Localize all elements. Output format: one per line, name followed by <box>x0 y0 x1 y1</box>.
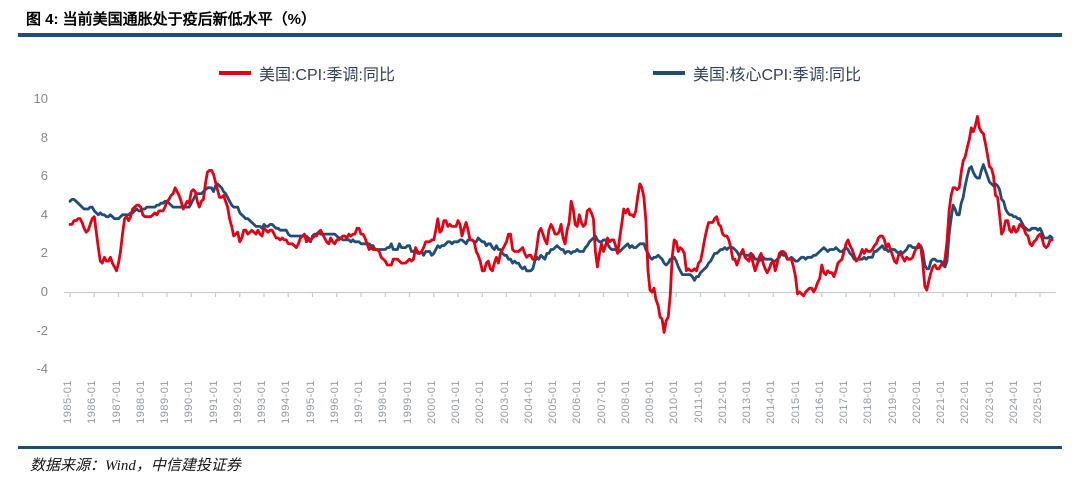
x-axis-tick-label: 1991-01 <box>207 380 220 424</box>
x-axis-tick-label: 2018-01 <box>862 380 875 424</box>
x-axis-tick-label: 1994-01 <box>280 380 293 424</box>
x-axis-tick-label: 2001-01 <box>450 380 462 424</box>
x-axis-tick-label: 2015-01 <box>789 380 802 424</box>
x-axis-tick-label: 1986-01 <box>86 380 99 424</box>
figure-title: 图 4: 当前美国通胀处于疫后新低水平（%） <box>26 11 317 28</box>
x-axis-tick-label: 2014-01 <box>765 380 778 424</box>
x-axis-tick-label: 2011-01 <box>692 380 705 424</box>
x-axis-tick-label: 2005-01 <box>547 380 559 424</box>
x-axis-tick-label: 1999-01 <box>401 380 414 424</box>
y-axis-tick-label: -2 <box>36 322 48 338</box>
cpi-line <box>68 115 1054 334</box>
y-axis-tick-label: -4 <box>36 361 48 377</box>
chart-legend: 美国:CPI:季调:同比 美国:核心CPI:季调:同比 <box>0 61 1080 85</box>
x-axis-tick-label: 2006-01 <box>571 380 584 424</box>
x-axis-tick-label: 2022-01 <box>959 380 972 424</box>
x-axis-tick-label: 1988-01 <box>134 380 147 424</box>
title-divider <box>18 33 1062 37</box>
x-axis-tick-label: 1987-01 <box>110 380 123 424</box>
x-axis-tick-label: 2020-01 <box>910 380 923 424</box>
x-axis-tick-label: 2025-01 <box>1032 380 1044 424</box>
x-axis-tick-label: 2021-01 <box>935 380 947 424</box>
x-axis-tick-label: 1998-01 <box>377 380 390 424</box>
x-axis-tick-label: 2003-01 <box>498 380 511 424</box>
x-axis-tick-label: 1996-01 <box>328 380 341 424</box>
y-axis-tick-label: 2 <box>40 245 48 261</box>
y-axis-tick-label: 10 <box>33 91 48 106</box>
x-axis-tick-label: 2012-01 <box>716 380 729 424</box>
y-axis-tick-label: 4 <box>40 206 48 222</box>
x-axis-tick-label: 2023-01 <box>983 380 996 424</box>
legend-label-cpi: 美国:CPI:季调:同比 <box>258 67 395 84</box>
x-axis-tick-label: 1990-01 <box>183 380 196 424</box>
x-axis-tick-label: 1992-01 <box>231 380 244 424</box>
y-axis-tick-label: 8 <box>40 129 48 145</box>
x-axis-tick-label: 2008-01 <box>619 380 632 424</box>
cpi-line-swatch-icon <box>218 71 251 75</box>
x-axis-tick-label: 2007-01 <box>595 380 608 424</box>
x-axis-tick-label: 1993-01 <box>256 380 268 424</box>
y-axis-tick-label: 0 <box>40 284 48 299</box>
y-axis-tick-label: 6 <box>40 168 48 184</box>
x-axis-tick-label: 2016-01 <box>813 380 826 424</box>
footer-divider <box>18 446 1062 449</box>
x-axis-tick-label: 1985-01 <box>62 380 74 424</box>
x-axis-tick-label: 2004-01 <box>522 380 535 424</box>
x-axis-tick-label: 1997-01 <box>353 380 365 424</box>
legend-item-cpi: 美国:CPI:季调:同比 <box>218 61 395 85</box>
core-cpi-line-swatch-icon <box>653 71 685 75</box>
x-axis-tick-label: 2024-01 <box>1007 380 1020 424</box>
x-axis-tick-label: 2010-01 <box>668 380 681 424</box>
x-axis-tick-label: 2013-01 <box>741 380 753 424</box>
x-axis-tick-label: 2017-01 <box>838 380 850 424</box>
x-axis-tick-label: 2019-01 <box>886 380 899 424</box>
x-axis-tick-label: 2002-01 <box>474 380 487 424</box>
core-cpi-line <box>68 163 1054 282</box>
x-axis-tick-label: 1995-01 <box>304 380 317 424</box>
data-source-note: 数据来源：Wind，中信建投证券 <box>30 458 241 474</box>
x-axis-tick-label: 2000-01 <box>425 380 438 424</box>
x-axis-tick-label: 1989-01 <box>159 380 171 424</box>
x-axis-tick-label: 2009-01 <box>644 380 656 424</box>
legend-label-core-cpi: 美国:核心CPI:季调:同比 <box>693 67 862 84</box>
legend-item-core-cpi: 美国:核心CPI:季调:同比 <box>653 61 861 85</box>
